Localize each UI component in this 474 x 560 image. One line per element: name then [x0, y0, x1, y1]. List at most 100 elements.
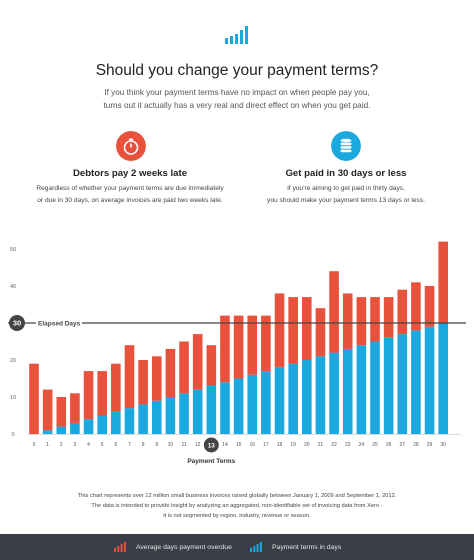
feature-desc-line: If you're aiming to get paid in thirty d…	[287, 185, 405, 192]
x-tick-label: 7	[128, 442, 131, 448]
x-tick-label: 1	[46, 442, 49, 448]
bar-payment-terms	[356, 345, 367, 434]
bar-payment-terms	[288, 363, 298, 434]
legend-item-overdue: Average days payment overdue	[114, 542, 232, 552]
bar-overdue	[206, 345, 217, 386]
bar-overdue	[70, 393, 80, 423]
x-tick-label: 21	[318, 442, 324, 448]
x-tick-label: 0	[33, 442, 36, 448]
bar-payment-terms	[124, 408, 135, 434]
bar-overdue	[370, 297, 380, 342]
footnote-line: The data is intended to provide insight …	[91, 503, 383, 509]
footnote-line: it is not segmented by region, industry,…	[163, 513, 311, 519]
bar-payment-terms	[315, 356, 326, 434]
bar-payment-terms	[438, 323, 448, 434]
bar-overdue	[151, 356, 162, 401]
bar-overdue	[247, 315, 258, 375]
bar-payment-terms	[302, 360, 312, 434]
bar-payment-terms	[370, 341, 380, 434]
highlight-marker	[203, 437, 219, 453]
y-tick-label: 0	[11, 432, 14, 438]
feature-desc-get-paid: If you're aiming to get paid in thirty d…	[236, 183, 456, 207]
bar-overdue	[42, 389, 53, 431]
x-tick-label: 4	[87, 442, 90, 448]
x-tick-label: 13	[208, 443, 216, 450]
x-tick-label: 17	[263, 442, 269, 448]
footnote: This chart represents over 12 million sm…	[40, 491, 434, 521]
x-tick-label: 29	[427, 442, 433, 448]
intro-line: If you think your payment terms have no …	[104, 88, 370, 97]
bar-chart-logo-icon	[225, 26, 248, 44]
bar-payment-terms	[329, 352, 339, 434]
x-tick-label: 18	[277, 442, 283, 448]
blue-bars-icon	[250, 542, 262, 552]
x-tick-label: 11	[181, 442, 186, 448]
elapsed-days-label: Elapsed Days	[38, 320, 81, 327]
intro-text: If you think your payment terms have no …	[50, 86, 424, 112]
red-bars-icon	[114, 542, 126, 552]
bar-overdue	[342, 293, 353, 349]
legend: Average days payment overdue Payment ter…	[0, 534, 474, 560]
bar-payment-terms	[233, 378, 244, 434]
legend-item-terms: Payment terms in days	[250, 542, 341, 552]
bar-payment-terms	[70, 422, 80, 434]
x-tick-label: 15	[236, 442, 242, 448]
bar-payment-terms	[424, 326, 435, 434]
bar-payment-terms	[97, 415, 107, 434]
bar-payment-terms	[165, 397, 176, 434]
bar-overdue	[356, 297, 367, 346]
bar-payment-terms	[411, 330, 421, 434]
bar-overdue	[56, 397, 67, 427]
bar-overdue	[124, 345, 135, 409]
bar-payment-terms	[220, 382, 230, 434]
bar-overdue	[288, 297, 298, 364]
y-tick-label: 10	[10, 395, 16, 401]
x-tick-label: 8	[142, 442, 145, 448]
elapsed-days-badge-text: 30	[13, 319, 21, 328]
bar-overdue	[315, 308, 326, 357]
x-tick-label: 23	[345, 442, 351, 448]
x-tick-label: 28	[413, 442, 419, 448]
bar-payment-terms	[247, 374, 258, 434]
y-tick-label: 40	[10, 284, 16, 290]
bar-payment-terms	[192, 389, 203, 434]
x-tick-label: 24	[359, 442, 365, 448]
bar-payment-terms	[342, 348, 353, 434]
bar-payment-terms	[42, 430, 53, 434]
x-tick-label: 26	[386, 442, 392, 448]
bar-overdue	[383, 297, 394, 338]
x-tick-label: 12	[195, 442, 201, 448]
bar-overdue	[438, 241, 448, 323]
feature-title-debtors: Debtors pay 2 weeks late	[72, 168, 188, 179]
x-tick-label: 14	[222, 442, 228, 448]
bar-payment-terms	[206, 385, 217, 434]
x-tick-label: 27	[399, 442, 405, 448]
legend-label-overdue: Average days payment overdue	[136, 543, 232, 551]
coin-stack-icon	[331, 131, 361, 161]
bar-overdue	[192, 334, 203, 390]
bar-overdue	[411, 282, 421, 331]
payment-terms-chart: 0102030405001234567891011121314151617181…	[8, 241, 466, 465]
feature-desc-line: you should make your payment terms 13 da…	[267, 197, 425, 204]
x-tick-label: 5	[101, 442, 104, 448]
bar-overdue	[97, 371, 107, 416]
bar-overdue	[329, 271, 339, 353]
bar-payment-terms	[138, 404, 148, 434]
bar-payment-terms	[56, 426, 67, 434]
bar-payment-terms	[274, 367, 285, 434]
legend-label-terms: Payment terms in days	[272, 543, 342, 551]
feature-desc-line: Regardless of whether your payment terms…	[36, 185, 224, 192]
bar-payment-terms	[151, 400, 162, 434]
footnote-line: This chart represents over 12 million sm…	[77, 493, 397, 499]
bar-overdue	[111, 363, 121, 412]
x-tick-label: 16	[249, 442, 255, 448]
feature-desc-debtors: Regardless of whether your payment terms…	[20, 183, 240, 207]
intro-line: turns out it actually has a very real an…	[103, 101, 371, 110]
bar-payment-terms	[397, 334, 408, 434]
bar-overdue	[302, 297, 312, 360]
bar-payment-terms	[261, 371, 271, 434]
x-tick-label: 22	[331, 442, 337, 448]
x-tick-label: 25	[372, 442, 378, 448]
page-title: Should you change your payment terms?	[95, 62, 379, 79]
bar-overdue	[138, 360, 148, 405]
